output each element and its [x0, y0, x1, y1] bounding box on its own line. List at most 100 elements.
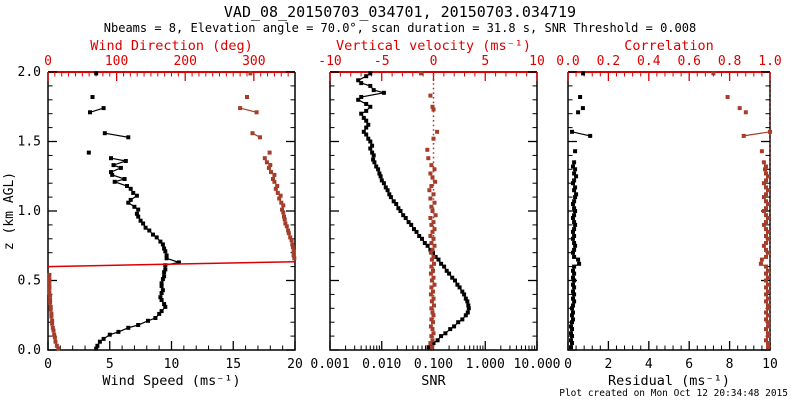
snr-point — [394, 202, 399, 206]
x-tick-label: 6 — [685, 357, 693, 372]
snr-point — [376, 167, 381, 172]
vertical-velocity-point — [429, 317, 434, 322]
residual-point — [573, 209, 578, 213]
wind-direction-point — [47, 291, 52, 295]
panel-residual-panel: 0 2 4 6 8 10 Residual (ms⁻¹) 0.0 0.2 0.4 0.6 0.8 1.0… — [556, 38, 781, 389]
snr-point — [403, 216, 408, 220]
y-tick-label: 1.5 — [18, 135, 41, 150]
snr-point — [457, 285, 462, 290]
wind-speed-point — [163, 249, 168, 254]
correlation-point — [764, 299, 768, 304]
wind-speed-point — [163, 267, 168, 272]
wind-direction-point — [273, 186, 278, 191]
vertical-velocity-point — [428, 292, 433, 297]
wind-speed-point — [162, 302, 167, 307]
wind-direction-point — [282, 217, 287, 222]
snr-point — [439, 261, 444, 266]
correlation-point — [766, 289, 770, 294]
top-tick-label: 100 — [105, 54, 128, 69]
residual-point — [572, 206, 577, 211]
correlation-line — [743, 131, 771, 137]
vertical-velocity-point — [430, 175, 435, 180]
wind-direction-point — [282, 214, 286, 219]
top-tick-label: 0.0 — [556, 54, 579, 69]
vertical-velocity-point — [429, 184, 434, 188]
vertical-velocity-point — [431, 268, 435, 273]
residual-point — [571, 202, 575, 206]
correlation-point — [763, 167, 767, 172]
vertical-velocity-point — [429, 163, 434, 168]
snr-point — [364, 74, 369, 79]
wind-direction-point — [245, 95, 249, 99]
wind-speed-point — [162, 274, 167, 279]
snr-point — [414, 229, 419, 234]
vertical-velocity-point — [430, 338, 435, 343]
residual-point — [573, 243, 578, 248]
wind-direction-point — [290, 245, 295, 250]
residual-point — [572, 234, 577, 238]
y-tick-label: 0.0 — [18, 343, 41, 358]
x-tick-label: 0 — [564, 357, 572, 372]
wind-direction-point — [268, 163, 273, 168]
residual-point — [570, 129, 574, 134]
snr-point — [387, 192, 392, 197]
snr-point — [371, 153, 376, 158]
correlation-point — [764, 220, 768, 225]
snr-point — [368, 139, 373, 144]
wind-direction-point — [48, 304, 53, 309]
wind-speed-point — [118, 165, 123, 170]
snr-point — [361, 115, 366, 120]
vertical-velocity-point — [428, 234, 433, 238]
wind-speed-point — [163, 304, 168, 309]
correlation-point — [764, 317, 768, 322]
series-wind-speed — [86, 71, 182, 351]
wind-speed-point — [134, 193, 139, 198]
top-tick-label: 0.6 — [677, 54, 700, 69]
snr-point — [359, 95, 364, 99]
wind-speed-point — [157, 311, 162, 316]
vertical-velocity-point — [431, 136, 436, 141]
snr-point — [371, 157, 376, 162]
vertical-velocity-point — [426, 156, 431, 161]
bottom-axis-title: Wind Speed (ms⁻¹) — [102, 373, 240, 389]
correlation-point — [725, 95, 730, 99]
correlation-point — [764, 254, 768, 259]
residual-point — [573, 185, 578, 190]
vertical-velocity-point — [430, 247, 435, 252]
correlation-point — [764, 178, 768, 183]
vertical-velocity-point — [431, 289, 435, 294]
residual-point — [569, 324, 573, 329]
x-tick-label: 2 — [604, 357, 612, 372]
correlation-point — [766, 324, 770, 329]
snr-point — [456, 320, 461, 325]
wind-direction-point — [279, 200, 284, 205]
snr-point — [364, 108, 369, 113]
snr-point — [406, 220, 411, 225]
wind-speed-point — [126, 325, 131, 330]
vertical-velocity-point — [431, 254, 436, 259]
snr-point — [364, 132, 369, 137]
snr-point — [425, 243, 430, 248]
top-tick-label: -10 — [318, 54, 341, 69]
vertical-velocity-point — [432, 303, 436, 308]
residual-point — [571, 229, 575, 234]
wind-direction-point — [47, 286, 52, 291]
correlation-point — [768, 129, 772, 134]
correlation-point — [764, 192, 768, 197]
residual-point — [571, 282, 575, 287]
vertical-velocity-point — [428, 171, 433, 176]
correlation-point — [743, 110, 748, 115]
wind-speed-point — [158, 239, 163, 244]
wind-direction-line — [239, 107, 257, 113]
residual-point — [581, 71, 586, 76]
x-tick-label: 1.000 — [466, 357, 505, 372]
wind-direction-point — [248, 71, 253, 76]
snr-point — [388, 195, 393, 200]
residual-point — [571, 250, 575, 255]
correlation-point — [766, 320, 770, 325]
y-axis-title: z (km AGL) — [2, 172, 17, 250]
wind-direction-point — [47, 277, 52, 282]
residual-point — [569, 338, 573, 343]
correlation-point — [766, 188, 770, 193]
top-tick-label: 200 — [173, 54, 196, 69]
